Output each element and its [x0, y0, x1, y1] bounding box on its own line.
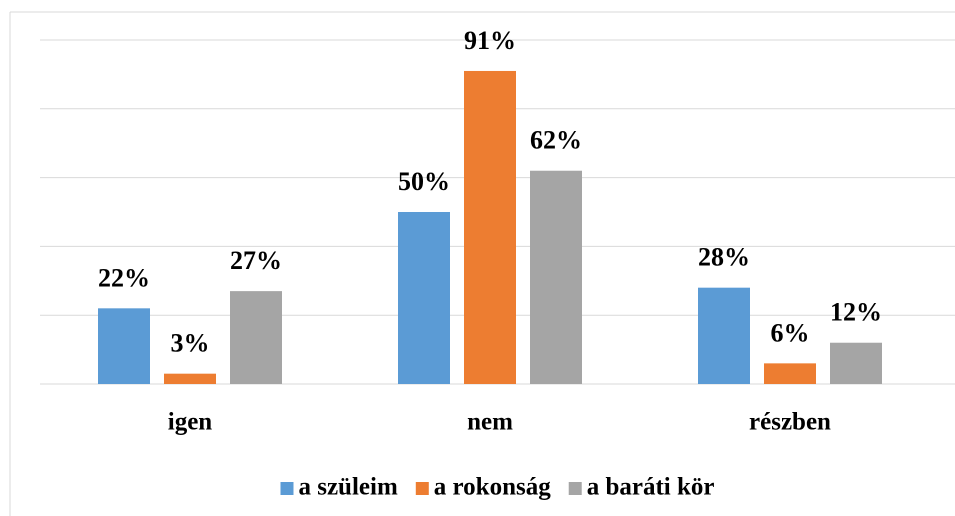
legend-swatch — [415, 482, 429, 495]
legend-label: a rokonság — [434, 474, 551, 501]
data-label: 6% — [771, 318, 810, 347]
data-label: 28% — [698, 243, 750, 272]
data-label: 27% — [230, 246, 282, 275]
data-label: 12% — [830, 298, 882, 327]
bar — [530, 170, 582, 384]
bar — [464, 70, 516, 385]
bar — [398, 212, 450, 384]
data-label: 3% — [171, 329, 210, 358]
bar — [98, 308, 150, 384]
bar — [764, 363, 816, 384]
data-label: 91% — [464, 26, 516, 55]
bar — [830, 342, 882, 384]
legend-label: a baráti kör — [587, 474, 715, 501]
x-tick-label: igen — [168, 409, 213, 436]
legend-swatch — [568, 482, 582, 495]
data-label: 22% — [98, 263, 150, 292]
legend-swatch — [280, 482, 294, 495]
bar — [164, 373, 216, 384]
legend-label: a szüleim — [298, 474, 397, 501]
bar — [230, 291, 282, 384]
data-label: 62% — [530, 126, 582, 155]
x-tick-label: részben — [749, 409, 831, 436]
bar — [698, 287, 750, 384]
data-label: 50% — [398, 167, 450, 196]
x-tick-label: nem — [467, 409, 513, 436]
